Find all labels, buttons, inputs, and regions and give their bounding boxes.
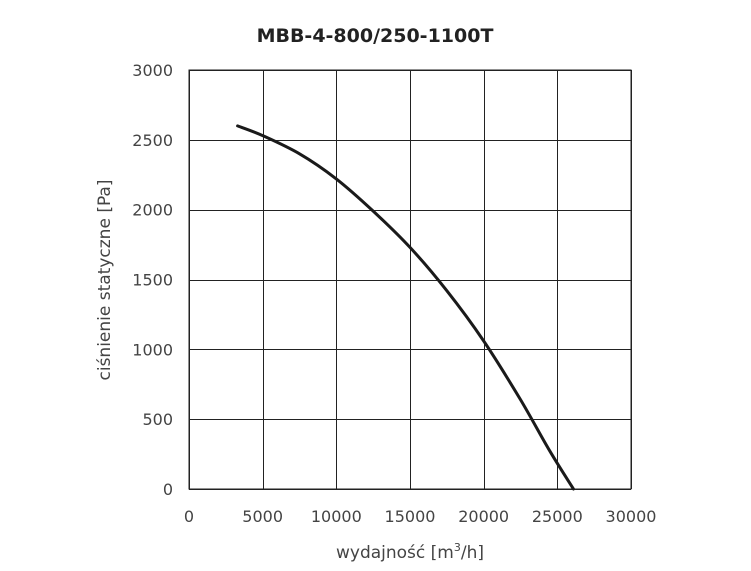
x-tick-label: 25000 — [532, 507, 583, 526]
x-axis-label-sup: 3 — [454, 541, 461, 554]
x-tick-label: 0 — [184, 507, 194, 526]
y-tick-label: 3000 — [132, 61, 173, 80]
chart-title: MBB-4-800/250-1100T — [257, 25, 494, 47]
y-tick-label: 0 — [163, 480, 173, 499]
x-axis-label: wydajność [m3/h] — [336, 541, 484, 563]
y-tick-label: 1500 — [132, 271, 173, 290]
x-tick-label: 10000 — [311, 507, 362, 526]
x-tick-label: 30000 — [606, 507, 657, 526]
x-axis-label-main: wydajność [m — [336, 543, 454, 563]
plot-frame — [188, 69, 632, 490]
y-tick-label: 500 — [142, 410, 173, 429]
y-tick-label: 2000 — [132, 201, 173, 220]
x-axis-label-tail: /h] — [461, 543, 484, 563]
y-tick-label: 2500 — [132, 131, 173, 150]
x-axis-ticks: 0 5000 10000 15000 20000 25000 30000 — [184, 507, 657, 526]
x-tick-label: 20000 — [458, 507, 509, 526]
pressure-curve — [236, 124, 575, 491]
y-tick-label: 1000 — [132, 340, 173, 359]
x-tick-label: 5000 — [242, 507, 283, 526]
y-axis-ticks: 0 500 1000 1500 2000 2500 3000 — [132, 61, 173, 499]
y-axis-label: ciśnienie statyczne [Pa] — [95, 180, 115, 381]
x-tick-label: 15000 — [385, 507, 436, 526]
